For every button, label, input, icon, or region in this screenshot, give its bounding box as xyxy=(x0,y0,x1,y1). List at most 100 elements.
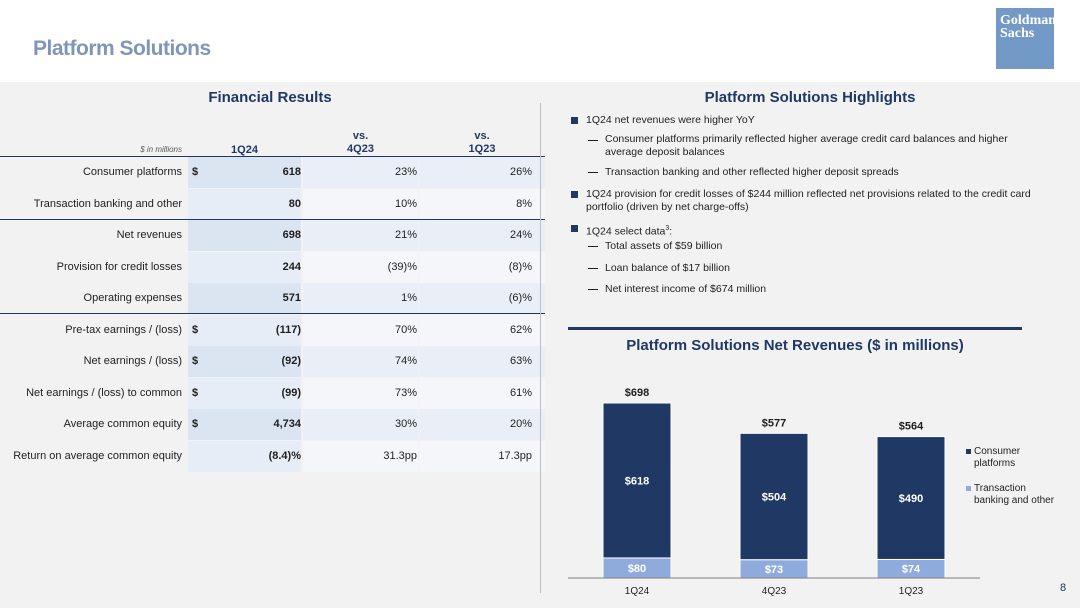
dollar-sign: $ xyxy=(192,166,199,178)
dash xyxy=(588,140,598,141)
dash xyxy=(588,289,598,290)
value-vs-4q23: 30% xyxy=(394,418,417,430)
dollar-sign: $ xyxy=(192,418,199,430)
cell-bg xyxy=(303,346,418,377)
value-1q24: 4,734 xyxy=(273,418,301,430)
table-row: Net earnings / (loss) to common $ (99) 73% 6… xyxy=(0,377,545,409)
row-label: Provision for credit losses xyxy=(56,260,182,273)
bullet-square xyxy=(571,117,578,124)
highlight-2-line2: portfolio (driven by net charge-offs) xyxy=(586,201,749,213)
cell-bg xyxy=(303,440,418,472)
col-vs-4q23-line2: 4Q23 xyxy=(347,143,374,155)
row-label: Average common equity xyxy=(63,418,182,430)
table-row: Return on average common equity (8.4)% 31.… xyxy=(0,440,545,472)
cell-bg xyxy=(188,346,301,377)
highlight-2-line1: 1Q24 provision for credit losses of $244… xyxy=(586,188,1031,200)
value-vs-1q23: 62% xyxy=(509,323,532,336)
value-vs-1q23: 17.3pp xyxy=(498,449,532,462)
value-vs-4q23: 73% xyxy=(394,386,417,399)
page-number: 8 xyxy=(1060,582,1067,594)
col-vs-1q23-line1: vs. xyxy=(474,130,490,142)
dash xyxy=(588,268,598,269)
goldman-sachs-logo: Goldman Sachs xyxy=(996,8,1057,69)
dash xyxy=(588,172,598,173)
highlight-1-sub-1-line2: average deposit balances xyxy=(605,146,725,158)
value-vs-4q23: 21% xyxy=(394,229,417,241)
row-label: Net earnings / (loss) to common xyxy=(26,386,182,399)
highlight-3-sub-1: Total assets of $59 billion xyxy=(605,240,723,252)
value-1q24: 698 xyxy=(282,229,301,241)
column-divider xyxy=(540,103,541,593)
value-1q24: (117) xyxy=(275,323,301,336)
value-vs-4q23: 10% xyxy=(394,197,417,210)
value-vs-1q23: 63% xyxy=(509,355,532,367)
table-row: Provision for credit losses 244 (39)% (8)% xyxy=(0,251,545,283)
highlights-title: Platform Solutions Highlights xyxy=(704,89,916,106)
cell-bg xyxy=(188,188,301,220)
table-row: Operating expenses 571 1% (6)% xyxy=(0,283,545,314)
value-vs-1q23: 61% xyxy=(509,386,532,399)
cell-bg xyxy=(419,188,545,220)
cell-bg xyxy=(419,440,545,472)
dollar-sign: $ xyxy=(192,386,199,399)
financial-results-title: Financial Results xyxy=(208,89,332,106)
cell-bg xyxy=(419,346,545,377)
highlight-3-colon: : xyxy=(669,225,673,238)
chart-title: Platform Solutions Net Revenues ($ in mi… xyxy=(626,337,964,354)
cell-bg xyxy=(419,377,545,409)
cell-bg xyxy=(303,157,418,188)
cell-bg xyxy=(303,314,418,346)
highlight-1-sub-1: Consumer platforms primarily reflected h… xyxy=(605,133,1057,159)
highlight-3-text: 1Q24 select data xyxy=(586,225,666,238)
bullet-square xyxy=(571,191,578,198)
dash xyxy=(588,246,598,247)
value-vs-4q23: 74% xyxy=(394,355,417,367)
col-vs-4q23-line1: vs. xyxy=(352,130,369,142)
cell-bg xyxy=(188,409,301,440)
col-1q24-header: 1Q24 xyxy=(231,144,258,156)
table-rule xyxy=(0,156,545,157)
value-1q24: 80 xyxy=(288,197,301,210)
table-row: Net earnings / (loss) $ (92) 74% 63% xyxy=(0,346,545,377)
cell-bg xyxy=(188,314,301,346)
row-label: Net earnings / (loss) xyxy=(83,355,182,367)
col-vs-4q23-header: vs. 4Q23 xyxy=(303,130,418,156)
value-1q24: 618 xyxy=(282,166,301,178)
value-vs-1q23: (6)% xyxy=(508,292,532,304)
logo-line-1: Goldman xyxy=(1000,13,1057,28)
value-1q24: (92) xyxy=(281,355,301,367)
col-vs-1q23-header: vs. 1Q23 xyxy=(419,130,545,156)
cell-bg xyxy=(303,188,418,220)
dollar-sign: $ xyxy=(192,323,199,336)
value-vs-4q23: 1% xyxy=(401,292,417,304)
row-label: Pre-tax earnings / (loss) xyxy=(65,323,182,336)
table-row: Transaction banking and other 80 10% 8% xyxy=(0,188,545,220)
cell-bg xyxy=(303,283,418,314)
cell-bg xyxy=(419,283,545,314)
cell-bg xyxy=(188,251,301,283)
units-label: $ in millions xyxy=(140,145,182,154)
row-label: Transaction banking and other xyxy=(33,197,182,210)
highlight-1: 1Q24 net revenues were higher YoY xyxy=(586,114,755,126)
cell-bg xyxy=(419,409,545,440)
row-label: Consumer platforms xyxy=(82,166,182,178)
cell-bg xyxy=(419,251,545,283)
row-label: Return on average common equity xyxy=(13,449,182,462)
col-vs-1q23-line2: 1Q23 xyxy=(468,143,496,155)
cell-bg xyxy=(188,377,301,409)
cell-bg xyxy=(419,314,545,346)
value-1q24: 571 xyxy=(282,292,301,304)
table-row: Consumer platforms $618 23% 26% xyxy=(0,157,545,188)
highlight-1-sub-1-line1: Consumer platforms primarily reflected h… xyxy=(605,133,1008,145)
table-rule xyxy=(0,313,545,314)
table-row: Average common equity $4,734 30% 20% xyxy=(0,409,545,440)
value-vs-1q23: (8)% xyxy=(508,260,532,273)
value-vs-4q23: 31.3pp xyxy=(383,449,417,462)
row-label: Net revenues xyxy=(116,229,182,241)
cell-bg xyxy=(188,220,301,251)
highlight-3-sub-3: Net interest income of $674 million xyxy=(605,283,767,295)
table-row: Net revenues 698 21% 24% xyxy=(0,220,545,251)
table-rule xyxy=(0,219,545,220)
value-1q24: 244 xyxy=(282,260,301,273)
value-vs-1q23: 8% xyxy=(516,197,532,210)
